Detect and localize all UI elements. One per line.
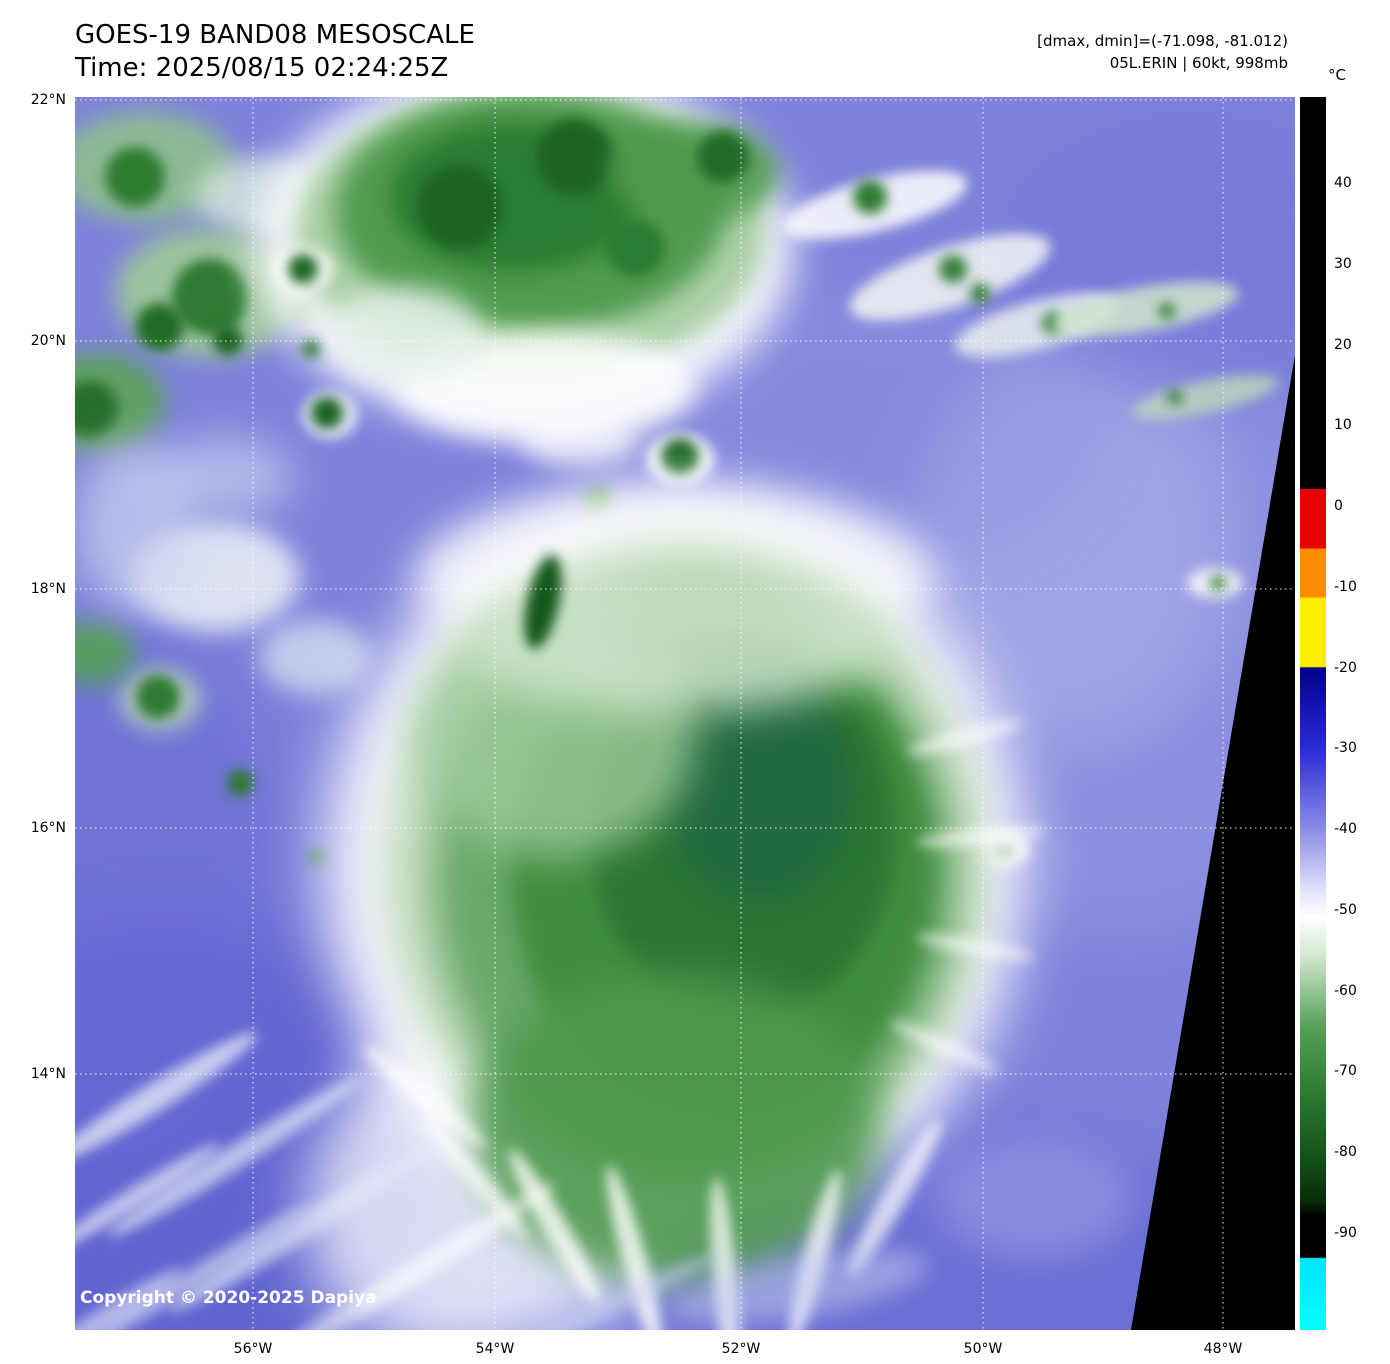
colorbar-tick: -30 bbox=[1334, 740, 1357, 756]
clusters-northwest bbox=[75, 112, 335, 452]
sector-boundary-black bbox=[1131, 355, 1295, 1330]
copyright-text: Copyright © 2020-2025 Dapiya bbox=[80, 1288, 377, 1308]
colorbar-tick: -50 bbox=[1334, 902, 1357, 918]
colorbar-tick: 40 bbox=[1334, 175, 1352, 191]
product-title: GOES-19 BAND08 MESOSCALE bbox=[75, 20, 475, 50]
colorbar-tick: -70 bbox=[1334, 1063, 1357, 1079]
low-cloud-streaks-southwest bbox=[75, 1032, 929, 1330]
convective-cluster-north bbox=[255, 97, 795, 442]
lon-label: 48°W bbox=[1203, 1341, 1243, 1357]
colorbar-tick: 0 bbox=[1334, 498, 1343, 514]
colorbar-unit-label: °C bbox=[1328, 66, 1346, 84]
colorbar-tick: -80 bbox=[1334, 1144, 1357, 1160]
small-cloud-cells bbox=[75, 247, 1243, 868]
lon-label: 56°W bbox=[233, 1341, 273, 1357]
colorbar bbox=[1300, 97, 1326, 1330]
colorbar-tick: 10 bbox=[1334, 417, 1352, 433]
lon-label: 54°W bbox=[475, 1341, 515, 1357]
satellite-image bbox=[75, 97, 1295, 1330]
cloud-streaks-northeast bbox=[782, 170, 1279, 420]
colorbar-tick: -10 bbox=[1334, 579, 1357, 595]
satellite-image-area: Copyright © 2020-2025 Dapiya bbox=[75, 97, 1295, 1330]
lat-label: 16°N bbox=[30, 820, 66, 836]
lat-label: 20°N bbox=[30, 333, 66, 349]
header-right-block: [dmax, dmin]=(-71.098, -81.012) 05L.ERIN… bbox=[700, 30, 1288, 74]
storm-info-text: 05L.ERIN | 60kt, 998mb bbox=[1109, 54, 1288, 72]
latlon-grid bbox=[75, 97, 1295, 1330]
colorbar-tick: 30 bbox=[1334, 256, 1352, 272]
lon-label: 50°W bbox=[963, 1341, 1003, 1357]
colorbar-tick: 20 bbox=[1334, 337, 1352, 353]
colorbar-tick: -20 bbox=[1334, 660, 1357, 676]
lat-label: 18°N bbox=[30, 581, 66, 597]
dmax-dmin-text: [dmax, dmin]=(-71.098, -81.012) bbox=[1037, 32, 1288, 50]
colorbar-tick: -90 bbox=[1334, 1225, 1357, 1241]
lon-label: 52°W bbox=[721, 1341, 761, 1357]
mid-level-clouds-west bbox=[75, 437, 370, 695]
colorbar-tick: -60 bbox=[1334, 983, 1357, 999]
lat-label: 22°N bbox=[30, 92, 66, 108]
storm-erin bbox=[305, 487, 1045, 1330]
lat-label: 14°N bbox=[30, 1066, 66, 1082]
colorbar-tick: -40 bbox=[1334, 821, 1357, 837]
product-time: Time: 2025/08/15 02:24:25Z bbox=[75, 53, 449, 83]
